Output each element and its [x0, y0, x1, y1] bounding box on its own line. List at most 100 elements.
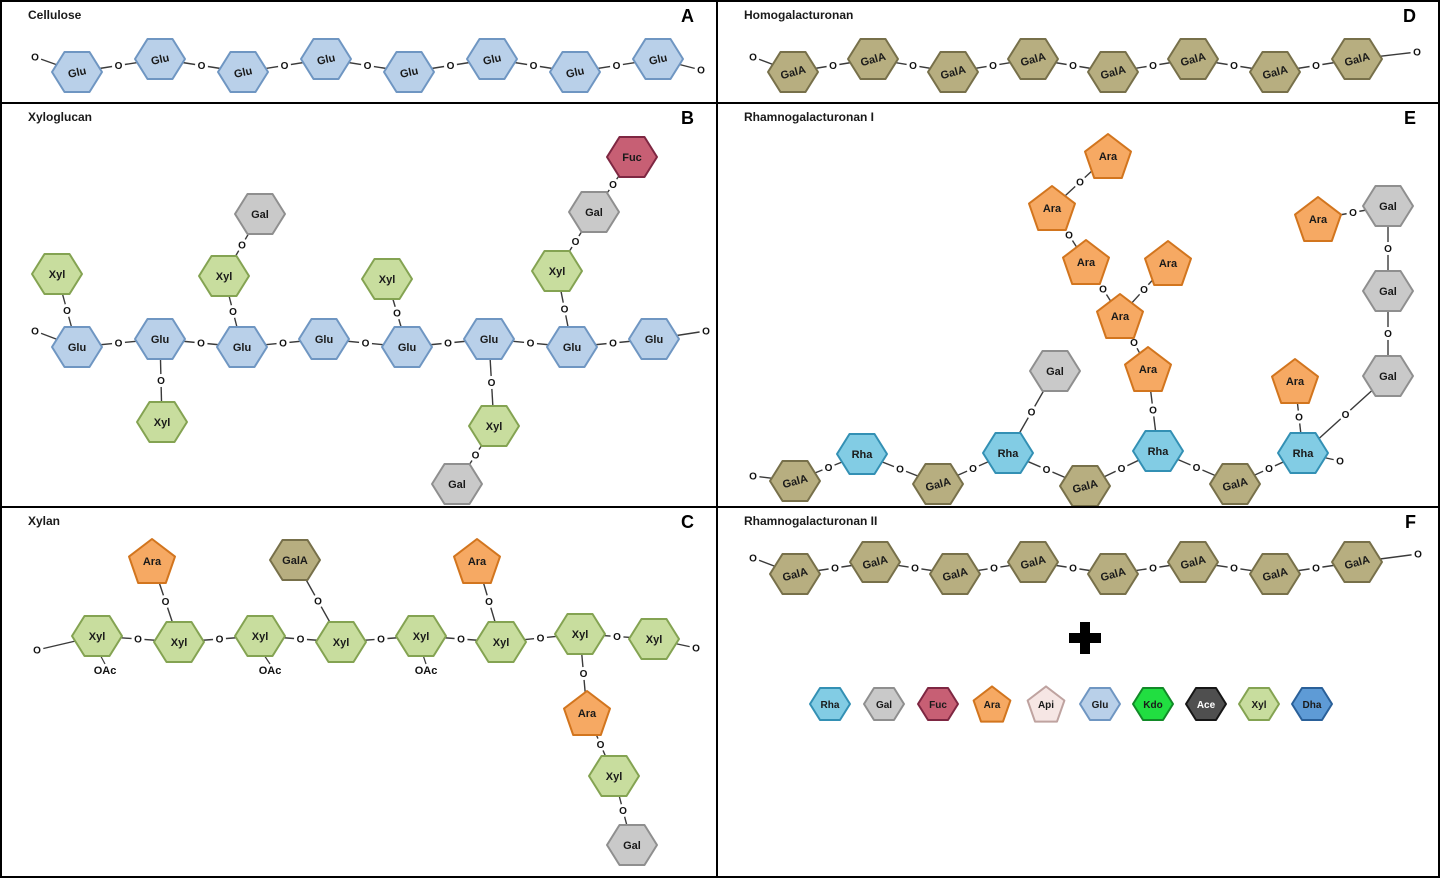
sugar-label: Xyl: [379, 274, 396, 286]
glycosidic-o-label: O: [1349, 208, 1357, 219]
sugar-label: Rha: [852, 449, 874, 461]
sugar-label: Xyl: [413, 631, 430, 643]
sugar-node-ace: Ace: [1185, 687, 1227, 721]
sugar-node-xyl: Xyl: [136, 401, 188, 443]
sugar-node-gala: GalA: [767, 51, 819, 93]
sugar-node-xyl: Xyl: [531, 250, 583, 292]
sugar-label: GalA: [282, 555, 308, 567]
sugar-label: Gal: [1379, 201, 1397, 213]
sugar-node-xyl: Xyl: [153, 621, 205, 663]
glycosidic-o-label: O: [1076, 178, 1084, 189]
sugar-node-gala: GalA: [1007, 38, 1059, 80]
sugar-node-gala: GalA: [927, 51, 979, 93]
sugar-node-rha: Rha: [836, 433, 888, 475]
glycosidic-o-label: O: [115, 339, 123, 350]
glycosidic-o-label: O: [911, 564, 919, 575]
panel-letter: A: [681, 6, 694, 26]
sugar-label: Gal: [876, 700, 892, 711]
sugar-label: Rha: [998, 448, 1020, 460]
sugar-label: Gal: [623, 840, 641, 852]
sugar-node-ara: Ara: [128, 538, 176, 584]
panel-cellulose: Cellulose A O O O O O O O O O Glu Glu Glu Glu Glu Glu G…: [2, 2, 716, 102]
glycosidic-o-label: O: [485, 597, 493, 608]
glycosidic-o-label: O: [831, 564, 839, 575]
sugar-label: Glu: [316, 52, 336, 68]
glycosidic-o-label: O: [488, 378, 496, 389]
panel-letter: C: [681, 512, 694, 532]
sugar-node-glu: Glu: [383, 51, 435, 93]
sugar-node-glu: Glu: [300, 38, 352, 80]
sugar-label: Rha: [1148, 446, 1170, 458]
glycosidic-o-label: O: [393, 309, 401, 320]
sugar-node-gal: Gal: [1362, 185, 1414, 227]
glycosidic-o-label: O: [1065, 231, 1073, 242]
sugar-node-gala: GalA: [1331, 541, 1383, 583]
sugar-node-xyl: Xyl: [1238, 687, 1280, 721]
panel-letter: D: [1403, 6, 1416, 26]
glycosidic-o-label: O: [749, 53, 757, 64]
glycosidic-o-label: O: [1230, 61, 1238, 72]
sugar-node-xyl: Xyl: [198, 255, 250, 297]
sugar-node-glu: Glu: [134, 38, 186, 80]
sugar-node-ara: Ara: [1028, 185, 1076, 231]
glycosidic-o-label: O: [613, 632, 621, 643]
oac-label: OAc: [94, 665, 117, 677]
sugar-node-gal: Gal: [431, 463, 483, 505]
sugar-node-xyl: Xyl: [468, 405, 520, 447]
sugar-node-ara: Ara: [453, 538, 501, 584]
sugar-label: Ara: [1043, 203, 1062, 215]
glycosidic-o-label: O: [297, 635, 305, 646]
glycosidic-o-label: O: [134, 635, 142, 646]
sugar-label: Gal: [1379, 371, 1397, 383]
sugar-label: Xyl: [1251, 700, 1266, 711]
panel-title: Xyloglucan: [28, 110, 93, 124]
sugar-label: Xyl: [154, 417, 171, 429]
glycosidic-o-label: O: [989, 61, 997, 72]
sugar-label: Glu: [482, 52, 502, 68]
sugar-node-gala: GalA: [929, 553, 981, 595]
sugar-label: Rha: [821, 700, 840, 711]
sugar-label: Xyl: [572, 629, 589, 641]
sugar-node-ara: Ara: [1144, 240, 1192, 286]
glycosidic-o-label: O: [609, 180, 617, 191]
sugar-label: Ara: [468, 556, 487, 568]
sugar-node-xyl: Xyl: [315, 621, 367, 663]
glycosidic-o-label: O: [1118, 464, 1126, 475]
sugar-label: Ara: [143, 556, 162, 568]
sugar-label: Glu: [151, 334, 169, 346]
sugar-node-glu: Glu: [463, 318, 515, 360]
panel-letter: B: [681, 108, 694, 128]
sugar-label: Kdo: [1143, 700, 1162, 711]
sugar-node-gala: GalA: [269, 539, 321, 581]
glycosidic-o-label: O: [1149, 564, 1157, 575]
sugar-node-gala: GalA: [1167, 541, 1219, 583]
sugar-label: Rha: [1293, 448, 1315, 460]
sugar-label: Ara: [1077, 257, 1096, 269]
glycosidic-o-label: O: [364, 61, 372, 72]
sugar-node-xyl: Xyl: [31, 253, 83, 295]
glycosidic-o-label: O: [157, 376, 165, 387]
sugar-label: Ara: [1309, 214, 1328, 226]
glycosidic-o-label: O: [613, 61, 621, 72]
sugar-node-gal: Gal: [1362, 355, 1414, 397]
glycosidic-o-label: O: [31, 53, 39, 64]
sugar-node-ara: Ara: [1294, 196, 1342, 242]
sugar-label: Gal: [585, 207, 603, 219]
sugar-label: Glu: [398, 342, 416, 354]
sugar-label: Api: [1038, 700, 1054, 711]
sugar-node-xyl: Xyl: [395, 615, 447, 657]
sugar-label: Ara: [1139, 364, 1158, 376]
glycosidic-o-label: O: [1130, 338, 1138, 349]
sugar-label: Dha: [1303, 700, 1322, 711]
sugar-node-kdo: Kdo: [1132, 687, 1174, 721]
glycosidic-o-label: O: [1295, 413, 1303, 424]
glycosidic-o-label: O: [580, 669, 588, 680]
sugar-label: Gal: [251, 209, 269, 221]
sugar-node-xyl: Xyl: [234, 615, 286, 657]
sugar-node-ara: Ara: [1271, 358, 1319, 404]
glycosidic-o-label: O: [1265, 464, 1273, 475]
glycosidic-o-label: O: [909, 61, 917, 72]
panel-xylan: Xylan C O O O O O O O O O O O O O O O OAc OAc OAc Xyl Xyl Xy…: [2, 508, 716, 876]
glycosidic-o-label: O: [1193, 463, 1201, 474]
